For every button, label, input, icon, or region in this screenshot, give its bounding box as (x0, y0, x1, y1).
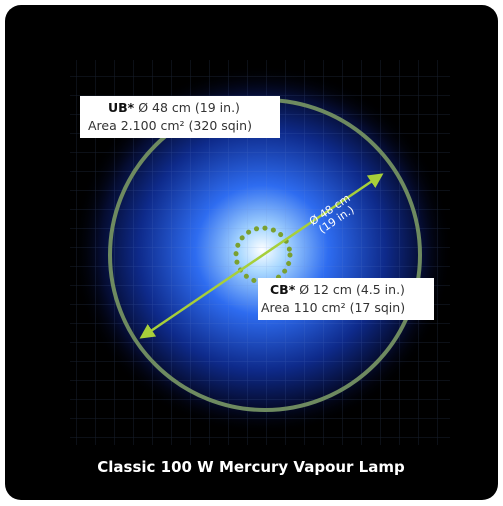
ub-box (80, 96, 280, 138)
diameter-arrow (139, 173, 384, 339)
cb-box (258, 278, 434, 320)
ub-diameter: Ø 48 cm (19 in.) (138, 100, 240, 115)
caption: Classic 100 W Mercury Vapour Lamp (97, 458, 405, 476)
ub-area: Area 2.100 cm² (320 sqin) (88, 118, 252, 133)
cb-code: CB* (270, 282, 296, 297)
ub-line1: UB* Ø 48 cm (19 in.) (108, 100, 240, 115)
ub-code: UB* (108, 100, 135, 115)
cb-line1: CB* Ø 12 cm (4.5 in.) (270, 282, 405, 297)
cb-diameter: Ø 12 cm (4.5 in.) (299, 282, 405, 297)
cb-area: Area 110 cm² (17 sqin) (261, 300, 405, 315)
